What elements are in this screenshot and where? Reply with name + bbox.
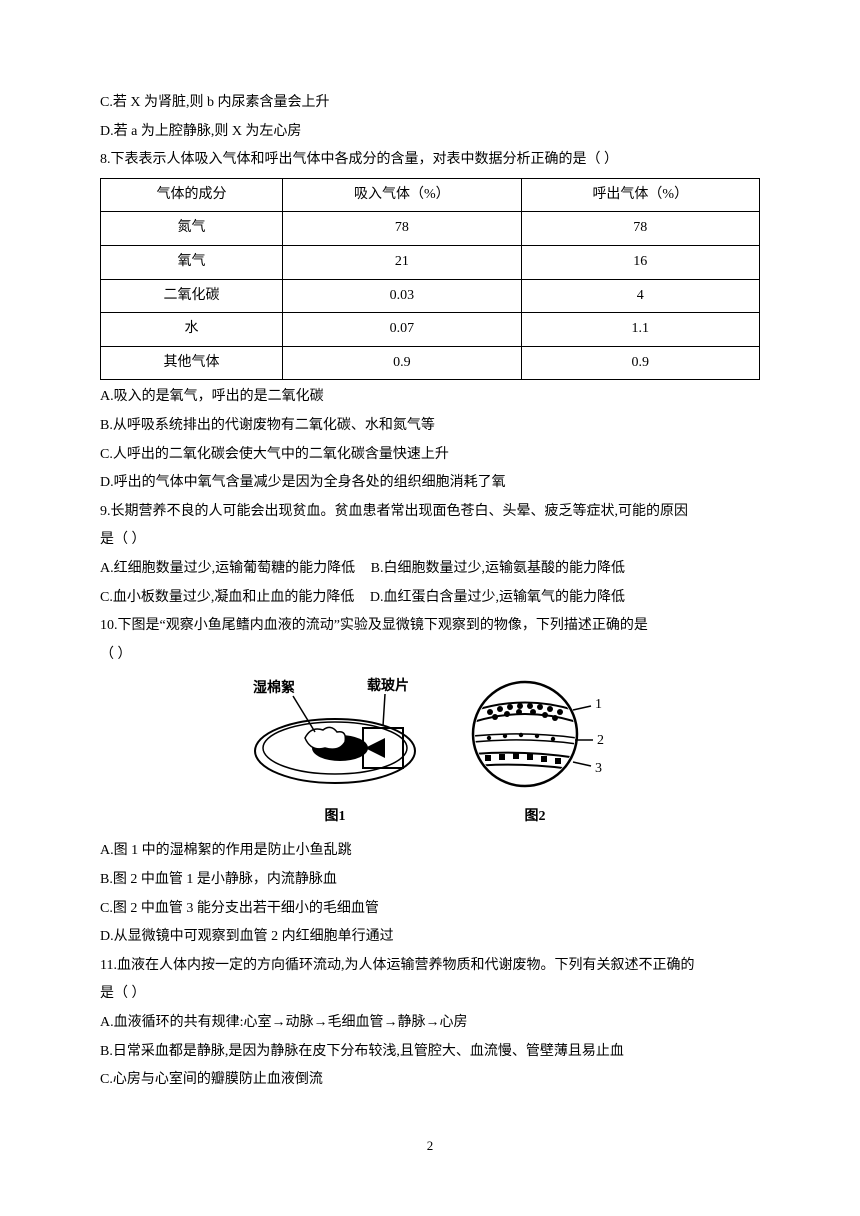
q8-option-b: B.从呼吸系统排出的代谢废物有二氧化碳、水和氮气等 bbox=[100, 413, 760, 440]
q7-option-c: C.若 X 为肾脏,则 b 内尿素含量会上升 bbox=[100, 90, 760, 117]
q9-option-a: A.红细胞数量过少,运输葡萄糖的能力降低 bbox=[100, 561, 355, 576]
q8-option-c: C.人呼出的二氧化碳会使大气中的二氧化碳含量快速上升 bbox=[100, 442, 760, 469]
fish-dish-icon: 湿棉絮 载玻片 bbox=[245, 676, 425, 791]
table-cell: 0.03 bbox=[283, 279, 521, 313]
table-cell: 4 bbox=[521, 279, 759, 313]
cotton-label: 湿棉絮 bbox=[253, 679, 295, 696]
q10-stem-line1: 10.下图是“观察小鱼尾鳍内血液的流动”实验及显微镜下观察到的物像，下列描述正确… bbox=[100, 613, 760, 640]
table-cell: 1.1 bbox=[521, 313, 759, 347]
table-row: 氮气 78 78 bbox=[101, 212, 760, 246]
q8-option-d: D.呼出的气体中氧气含量减少是因为全身各处的组织细胞消耗了氧 bbox=[100, 470, 760, 497]
table-cell: 0.9 bbox=[283, 346, 521, 380]
page-number: 2 bbox=[100, 1134, 760, 1159]
q10-option-c: C.图 2 中血管 3 能分支出若干细小的毛细血管 bbox=[100, 896, 760, 923]
table-cell: 0.9 bbox=[521, 346, 759, 380]
figure-1: 湿棉絮 载玻片 图1 bbox=[245, 676, 425, 830]
table-header-cell: 吸入气体（%） bbox=[283, 178, 521, 212]
vessel-1-label: 1 bbox=[595, 697, 602, 712]
figure-1-caption: 图1 bbox=[245, 804, 425, 831]
q9-options-row1: A.红细胞数量过少,运输葡萄糖的能力降低 B.白细胞数量过少,运输氨基酸的能力降… bbox=[100, 556, 760, 583]
q9-stem-line1: 9.长期营养不良的人可能会出现贫血。贫血患者常出现面色苍白、头晕、疲乏等症状,可… bbox=[100, 499, 760, 526]
q10-stem-line2: （ ） bbox=[100, 642, 760, 669]
gas-table: 气体的成分 吸入气体（%） 呼出气体（%） 氮气 78 78 氧气 21 16 … bbox=[100, 178, 760, 381]
q11-option-a: A.血液循环的共有规律:心室→动脉→毛细血管→静脉→心房 bbox=[100, 1010, 760, 1037]
table-row: 二氧化碳 0.03 4 bbox=[101, 279, 760, 313]
table-cell: 16 bbox=[521, 245, 759, 279]
q7-option-d: D.若 a 为上腔静脉,则 X 为左心房 bbox=[100, 119, 760, 146]
figure-2: 1 2 3 图2 bbox=[455, 676, 615, 830]
vessel-3-label: 3 bbox=[595, 761, 602, 776]
q9-option-b: B.白细胞数量过少,运输氨基酸的能力降低 bbox=[371, 561, 625, 576]
table-header-cell: 气体的成分 bbox=[101, 178, 283, 212]
slide-label: 载玻片 bbox=[367, 677, 409, 694]
q8-stem: 8.下表表示人体吸入气体和呼出气体中各成分的含量，对表中数据分析正确的是（ ） bbox=[100, 147, 760, 174]
microscope-view-icon: 1 2 3 bbox=[455, 676, 615, 791]
figure-row: 湿棉絮 载玻片 图1 bbox=[100, 676, 760, 830]
q10-option-a: A.图 1 中的湿棉絮的作用是防止小鱼乱跳 bbox=[100, 838, 760, 865]
q9-option-d: D.血红蛋白含量过少,运输氧气的能力降低 bbox=[370, 590, 625, 605]
table-cell: 21 bbox=[283, 245, 521, 279]
q11-option-b: B.日常采血都是静脉,是因为静脉在皮下分布较浅,且管腔大、血流慢、管壁薄且易止血 bbox=[100, 1039, 760, 1066]
figure-2-caption: 图2 bbox=[455, 804, 615, 831]
table-cell: 其他气体 bbox=[101, 346, 283, 380]
q10-option-d: D.从显微镜中可观察到血管 2 内红细胞单行通过 bbox=[100, 924, 760, 951]
table-row: 氧气 21 16 bbox=[101, 245, 760, 279]
table-cell: 0.07 bbox=[283, 313, 521, 347]
q11-stem-line1: 11.血液在人体内按一定的方向循环流动,为人体运输营养物质和代谢废物。下列有关叙… bbox=[100, 953, 760, 980]
table-header-cell: 呼出气体（%） bbox=[521, 178, 759, 212]
table-cell: 氧气 bbox=[101, 245, 283, 279]
vessel-2-label: 2 bbox=[597, 733, 604, 748]
table-cell: 氮气 bbox=[101, 212, 283, 246]
q8-option-a: A.吸入的是氧气，呼出的是二氧化碳 bbox=[100, 384, 760, 411]
table-cell: 78 bbox=[521, 212, 759, 246]
q9-options-row2: C.血小板数量过少,凝血和止血的能力降低 D.血红蛋白含量过少,运输氧气的能力降… bbox=[100, 585, 760, 612]
q10-option-b: B.图 2 中血管 1 是小静脉，内流静脉血 bbox=[100, 867, 760, 894]
q11-option-c: C.心房与心室间的瓣膜防止血液倒流 bbox=[100, 1067, 760, 1094]
q9-stem-line2: 是（ ） bbox=[100, 527, 760, 554]
table-row: 水 0.07 1.1 bbox=[101, 313, 760, 347]
q11-stem-line2: 是（ ） bbox=[100, 981, 760, 1008]
q9-option-c: C.血小板数量过少,凝血和止血的能力降低 bbox=[100, 590, 354, 605]
table-cell: 水 bbox=[101, 313, 283, 347]
table-cell: 78 bbox=[283, 212, 521, 246]
table-row: 其他气体 0.9 0.9 bbox=[101, 346, 760, 380]
table-cell: 二氧化碳 bbox=[101, 279, 283, 313]
table-header-row: 气体的成分 吸入气体（%） 呼出气体（%） bbox=[101, 178, 760, 212]
